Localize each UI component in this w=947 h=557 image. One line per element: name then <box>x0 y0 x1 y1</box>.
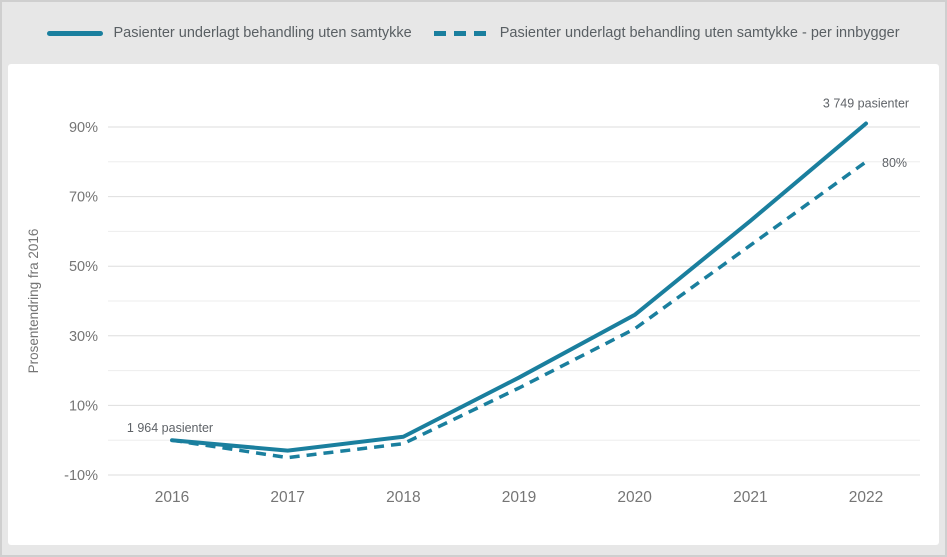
legend-item-solid[interactable]: Pasienter underlagt behandling uten samt… <box>47 25 412 41</box>
x-tick-label: 2018 <box>386 489 420 506</box>
annotation: 3 749 pasienter <box>823 97 909 111</box>
y-tick-label: 50% <box>69 259 98 275</box>
legend-swatch-dashed-line-icon <box>433 30 490 36</box>
x-tick-label: 2020 <box>617 489 652 506</box>
x-tick-label: 2016 <box>155 489 189 506</box>
y-tick-label: 70% <box>69 190 98 206</box>
chart-svg: -10% 10% 30% 50% 70% 90% 2016 2017 2018 2019 2020 2… <box>26 97 920 506</box>
x-tick-label: 2017 <box>270 489 304 506</box>
legend-swatch-solid-line-icon <box>47 30 104 36</box>
legend: Pasienter underlagt behandling uten samt… <box>2 2 945 64</box>
y-tick-label: -10% <box>64 468 98 484</box>
y-tick-label: 90% <box>69 120 98 136</box>
legend-label-dashed: Pasienter underlagt behandling uten samt… <box>499 25 900 41</box>
legend-label-solid: Pasienter underlagt behandling uten samt… <box>113 25 412 41</box>
annotation: 1 964 pasienter <box>127 421 213 435</box>
legend-item-dashed[interactable]: Pasienter underlagt behandling uten samt… <box>433 25 900 41</box>
chart-card: -10% 10% 30% 50% 70% 90% 2016 2017 2018 2019 2020 2… <box>8 64 939 545</box>
x-tick-label: 2021 <box>733 489 767 506</box>
x-tick-label: 2019 <box>502 489 536 506</box>
series-line-dashed <box>171 160 868 460</box>
y-tick-label: 30% <box>69 329 98 345</box>
annotation: 80% <box>882 156 907 170</box>
series-line-solid <box>170 121 868 453</box>
y-tick-label: 10% <box>69 398 98 414</box>
y-axis-label: Prosentendring fra 2016 <box>26 229 41 374</box>
x-tick-label: 2022 <box>849 489 883 506</box>
